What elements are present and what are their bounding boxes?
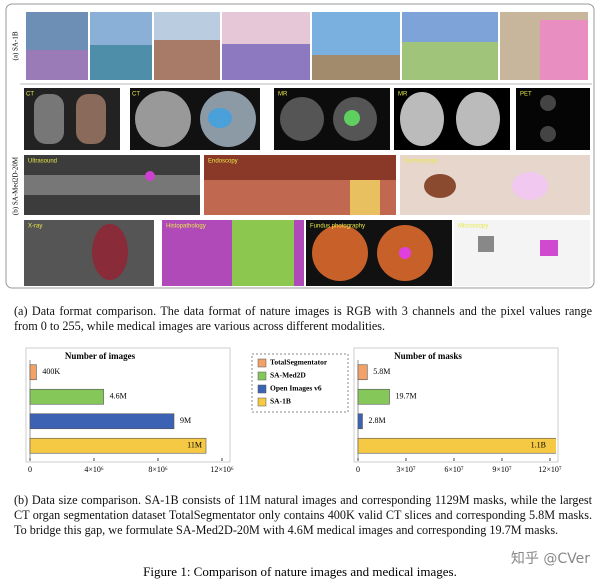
watermark: 知乎 @CVer (510, 551, 590, 567)
x-tick-label: 12×10⁷ (538, 465, 562, 474)
legend-swatch (257, 397, 267, 407)
value-label: 19.7M (396, 392, 417, 401)
medical-images (24, 88, 590, 286)
modality-label: Fundus photography (310, 224, 365, 230)
caption-a: (a) Data format comparison. The data for… (14, 304, 592, 333)
section-label: (b) SA-Med2D-20M (12, 156, 20, 215)
modality-label: CT (26, 92, 34, 98)
modality-label: Ultrasound (28, 159, 57, 165)
legend-swatch (257, 371, 267, 381)
bar (29, 388, 104, 405)
image-grid: (a) SA-1B (b) SA-Med2D-20M CT CT MR MR PET Ul… (5, 3, 595, 289)
legend-box (251, 353, 349, 413)
bar (357, 388, 390, 405)
bars (29, 364, 207, 454)
value-label: 11M (187, 441, 202, 450)
natural-images (26, 12, 588, 80)
value-label: 2.8M (368, 416, 385, 425)
modality-label: Dermoscopy (404, 159, 438, 165)
bar (29, 413, 175, 430)
modality-label: CT (132, 92, 140, 98)
x-tick-label: 4×10⁶ (84, 465, 104, 474)
x-tick-label: 8×10⁶ (148, 465, 168, 474)
plot-frame (353, 347, 559, 463)
legend-swatch (257, 358, 267, 368)
x-tick-label: 12×10⁶ (210, 465, 234, 474)
charts: Number of images 0 4×10⁶ 8×10⁶ 12×10⁶ 400K 4.6… (25, 347, 562, 474)
bar (357, 413, 363, 430)
bars (357, 364, 556, 454)
modality-label: Microscopy (458, 224, 488, 230)
x-tick-label: 3×10⁷ (396, 465, 416, 474)
x-tick-label: 6×10⁷ (444, 465, 464, 474)
legend-label: Open Images v6 (270, 384, 322, 393)
bar (29, 364, 37, 381)
chart-title: Number of images (65, 351, 136, 361)
value-label: 9M (180, 416, 191, 425)
caption-b: (b) Data size comparison. SA-1B consists… (14, 493, 592, 537)
x-tick-label: 0 (356, 465, 360, 474)
frame (5, 3, 595, 289)
value-label: 5.8M (373, 367, 390, 376)
value-label: 4.6M (110, 392, 127, 401)
value-label: 400K (42, 367, 60, 376)
figure-caption: Figure 1: Comparison of nature images an… (143, 564, 457, 579)
legend-label: SA-1B (270, 397, 291, 406)
bar (357, 437, 556, 454)
bar (357, 364, 368, 381)
modality-label: PET (520, 92, 532, 98)
modality-label: MR (278, 92, 288, 98)
modality-label: Histopathology (166, 224, 206, 230)
plot-frame (25, 347, 231, 463)
modality-label: X-ray (28, 224, 42, 230)
modality-label: Endoscopy (208, 159, 238, 165)
x-tick-label: 9×10⁷ (492, 465, 512, 474)
legend-label: SA-Med2D (270, 371, 306, 380)
chart-title: Number of masks (394, 351, 462, 361)
legend-swatch (257, 384, 267, 394)
value-label: 1.1B (531, 441, 546, 450)
legend-label: TotalSegmentator (270, 358, 328, 367)
x-tick-label: 0 (28, 465, 32, 474)
section-label: (a) SA-1B (12, 31, 20, 60)
bar (29, 437, 207, 454)
modality-label: MR (398, 92, 408, 98)
